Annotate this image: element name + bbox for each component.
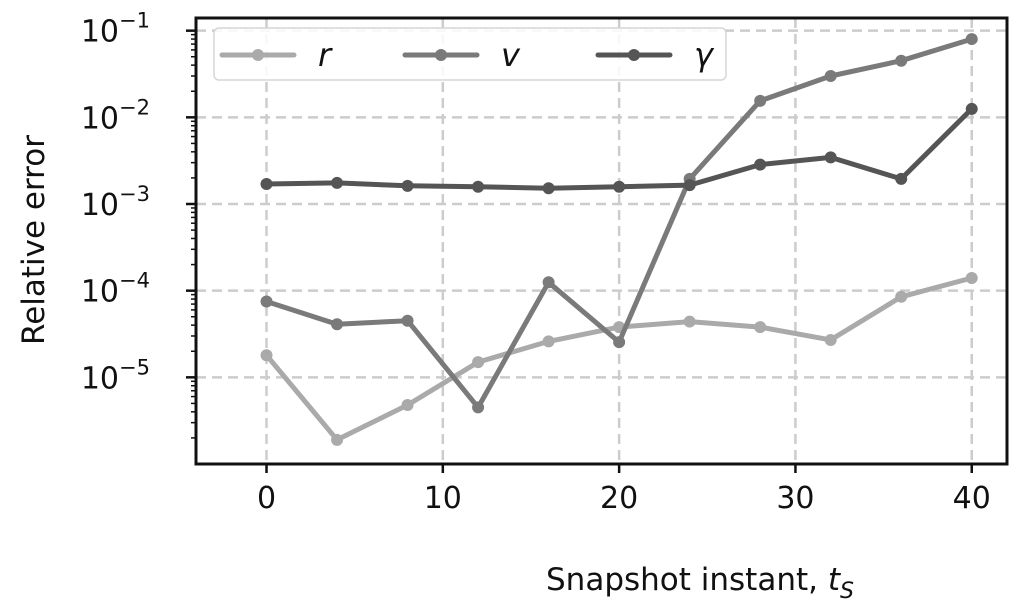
y-tick-label: 10−1	[81, 9, 150, 50]
data-point	[895, 54, 908, 67]
data-point	[472, 180, 485, 193]
data-point	[542, 182, 555, 195]
data-point	[683, 315, 696, 328]
data-point	[260, 349, 273, 362]
data-point	[401, 314, 414, 327]
data-point	[542, 276, 555, 289]
data-point	[331, 433, 344, 446]
legend-marker-3	[628, 49, 640, 61]
plot-frame	[194, 16, 1009, 466]
y-tick-label: 10−2	[81, 95, 150, 136]
data-point	[472, 401, 485, 414]
legend-label-3: γ	[694, 36, 715, 74]
y-tick-label: 10−5	[81, 355, 150, 396]
legend-marker-2	[435, 49, 447, 61]
data-point	[754, 321, 767, 334]
data-point	[542, 335, 555, 348]
data-point	[401, 179, 414, 192]
data-point	[965, 272, 978, 285]
data-point	[401, 398, 414, 411]
series-layer	[260, 33, 978, 446]
data-point	[824, 69, 837, 82]
data-point	[613, 180, 626, 193]
data-point	[965, 33, 978, 46]
legend-label-1: r	[318, 36, 333, 74]
data-point	[754, 94, 767, 107]
data-point	[824, 333, 837, 346]
data-point	[824, 151, 837, 164]
legend-label-2: v	[501, 36, 521, 74]
data-point	[683, 179, 696, 192]
x-tick-label: 30	[776, 481, 814, 516]
x-tick-label: 40	[953, 481, 991, 516]
y-tick-label: 10−4	[81, 269, 150, 310]
series-line-2	[264, 36, 975, 410]
y-axis-title: Relative error	[16, 135, 52, 345]
data-point	[895, 172, 908, 185]
data-point	[331, 176, 344, 189]
x-tick-label: 20	[600, 481, 638, 516]
data-point	[472, 356, 485, 369]
legend-marker-1	[252, 49, 264, 61]
grid	[196, 18, 1007, 464]
data-point	[260, 178, 273, 191]
axes: 0 10 20 30 40 10−5 10−4 10−3 10−2 10−1	[81, 9, 1009, 516]
data-point	[895, 290, 908, 303]
data-point	[331, 318, 344, 331]
data-point	[613, 336, 626, 349]
x-tick-label: 10	[424, 481, 462, 516]
data-point	[260, 295, 273, 308]
data-point	[754, 158, 767, 171]
data-point	[965, 102, 978, 115]
x-axis-title: Snapshot instant, tS	[546, 562, 854, 604]
y-tick-label: 10−3	[81, 182, 150, 223]
x-tick-label: 0	[257, 481, 276, 516]
